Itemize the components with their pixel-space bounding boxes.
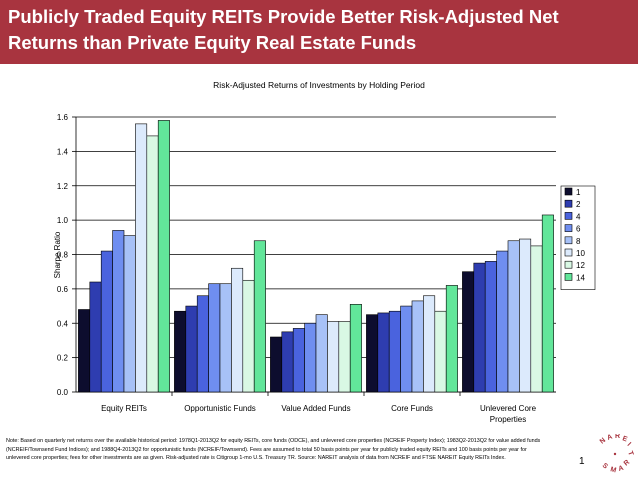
bar-2 bbox=[185, 305, 198, 393]
bar-1 bbox=[174, 310, 187, 393]
bar-14 bbox=[157, 120, 170, 393]
bar-12 bbox=[530, 245, 543, 393]
bar-chart: 0.0 0.2 0.4 0.6 0.8 1.0 1.2 1.4 1.6 Sharpe Ratio E… bbox=[53, 113, 596, 424]
legend-swatch-14 bbox=[564, 273, 573, 281]
bar-8 bbox=[315, 314, 328, 393]
bar-4 bbox=[388, 310, 401, 393]
bar-6 bbox=[112, 230, 125, 393]
bar-14 bbox=[253, 240, 266, 393]
bar-8 bbox=[123, 235, 136, 393]
bar-12 bbox=[146, 135, 159, 393]
y-tick-label: 0.0 bbox=[57, 388, 69, 397]
x-tick-label: Unlevered Core bbox=[480, 404, 537, 413]
x-tick-label: Value Added Funds bbox=[281, 404, 350, 413]
chart-title: Risk-Adjusted Returns of Investments by … bbox=[213, 80, 425, 90]
x-tick-label: Opportunistic Funds bbox=[184, 404, 256, 413]
bar-2 bbox=[281, 331, 294, 393]
legend-swatch-4 bbox=[564, 212, 573, 220]
bar-6 bbox=[496, 250, 509, 393]
bar-6 bbox=[304, 322, 317, 393]
y-axis-label: Sharpe Ratio bbox=[53, 231, 62, 278]
legend-label-6: 6 bbox=[576, 225, 581, 234]
bar-4 bbox=[484, 261, 497, 393]
svg-text:R: R bbox=[615, 434, 620, 440]
bar-10 bbox=[231, 267, 244, 393]
bar-1 bbox=[78, 309, 91, 393]
bar-10 bbox=[327, 321, 340, 393]
legend-label-14: 14 bbox=[576, 273, 585, 282]
bar-4 bbox=[100, 250, 113, 393]
legend-label-10: 10 bbox=[576, 249, 585, 258]
bar-6 bbox=[400, 305, 413, 393]
y-tick-label: 1.0 bbox=[57, 216, 69, 225]
x-tick-label: Core Funds bbox=[391, 404, 433, 413]
legend-label-12: 12 bbox=[576, 261, 585, 270]
svg-text:N: N bbox=[599, 437, 607, 446]
legend-label-8: 8 bbox=[576, 237, 581, 246]
bar-4 bbox=[196, 295, 209, 393]
svg-text:T: T bbox=[626, 450, 634, 457]
legend-swatch-2 bbox=[564, 199, 573, 208]
bar-2 bbox=[377, 312, 390, 393]
svg-text:M: M bbox=[609, 466, 617, 474]
bar-1 bbox=[270, 336, 283, 393]
footnote: Note: Based on quarterly net returns ove… bbox=[6, 438, 541, 462]
y-tick-label: 1.4 bbox=[57, 147, 69, 156]
bar-2 bbox=[473, 262, 486, 393]
svg-text:A: A bbox=[618, 465, 625, 473]
bar-8 bbox=[219, 283, 232, 393]
legend-label-1: 1 bbox=[576, 188, 581, 197]
bar-14 bbox=[349, 304, 362, 393]
bar-8 bbox=[507, 240, 520, 393]
svg-text:E: E bbox=[621, 435, 628, 443]
legend-swatch-6 bbox=[564, 224, 573, 232]
x-tick-label: Equity REITs bbox=[101, 404, 147, 413]
bar-4 bbox=[292, 328, 305, 393]
svg-text:R: R bbox=[623, 459, 631, 468]
bar-14 bbox=[445, 285, 458, 393]
svg-text:I: I bbox=[626, 441, 632, 447]
legend-label-4: 4 bbox=[576, 212, 581, 221]
bar-10 bbox=[135, 123, 148, 393]
slide-title-line-2: Returns than Private Equity Real Estate … bbox=[8, 32, 417, 53]
svg-text:S: S bbox=[601, 462, 609, 471]
y-tick-label: 1.2 bbox=[57, 182, 69, 191]
bar-2 bbox=[89, 281, 102, 393]
slide-title-line-1: Publicly Traded Equity REITs Provide Bet… bbox=[8, 6, 559, 27]
bar-8 bbox=[411, 300, 424, 393]
legend-swatch-1 bbox=[564, 187, 573, 196]
y-tick-label: 0.8 bbox=[57, 251, 69, 260]
bar-10 bbox=[423, 295, 436, 393]
bar-12 bbox=[434, 310, 447, 393]
bar-6 bbox=[208, 283, 221, 393]
page-number: 1 bbox=[579, 456, 585, 467]
title-bar: Publicly Traded Equity REITs Provide Bet… bbox=[0, 0, 638, 64]
legend-label-2: 2 bbox=[576, 200, 581, 209]
bar-12 bbox=[338, 321, 351, 393]
y-tick-label: 0.6 bbox=[57, 285, 69, 294]
bar-12 bbox=[242, 279, 255, 393]
x-tick-label: Properties bbox=[490, 415, 526, 424]
bar-1 bbox=[366, 314, 379, 393]
y-tick-label: 0.2 bbox=[57, 354, 69, 363]
bar-1 bbox=[462, 271, 475, 393]
y-tick-label: 1.6 bbox=[57, 113, 69, 122]
bar-14 bbox=[541, 214, 554, 393]
nareit-logo: N A R E I T S M A R bbox=[598, 433, 635, 474]
y-tick-label: 0.4 bbox=[57, 319, 69, 328]
svg-text:A: A bbox=[606, 434, 613, 442]
legend-swatch-8 bbox=[564, 236, 573, 245]
bar-10 bbox=[519, 238, 532, 393]
legend-swatch-10 bbox=[564, 248, 573, 257]
legend-swatch-12 bbox=[564, 260, 573, 269]
